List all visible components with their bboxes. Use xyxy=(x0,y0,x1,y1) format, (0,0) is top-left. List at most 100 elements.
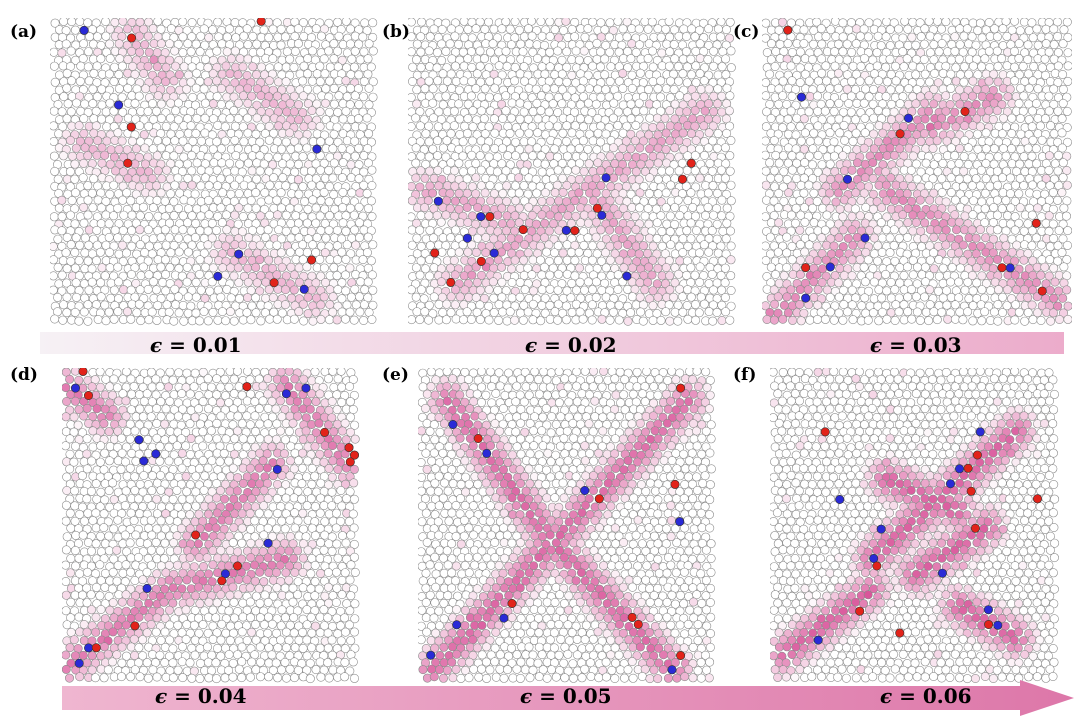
particle xyxy=(156,397,166,407)
particle xyxy=(165,39,175,49)
particle xyxy=(989,144,999,154)
particle xyxy=(833,188,843,198)
particle xyxy=(324,165,334,175)
particle xyxy=(726,301,736,311)
particle xyxy=(415,270,425,280)
particle xyxy=(368,300,378,310)
particle xyxy=(505,307,515,317)
particle xyxy=(868,264,878,274)
particle xyxy=(463,218,473,228)
particle xyxy=(665,136,675,146)
particle xyxy=(113,233,123,243)
particle xyxy=(123,54,133,64)
particle xyxy=(813,285,823,295)
particle xyxy=(337,278,347,288)
particle xyxy=(1062,106,1072,116)
particle xyxy=(118,374,128,384)
particle xyxy=(791,130,801,140)
particle xyxy=(925,77,935,87)
particle xyxy=(941,18,951,27)
particle xyxy=(329,83,339,93)
particle xyxy=(762,241,770,251)
particle xyxy=(720,143,730,153)
particle xyxy=(367,314,377,324)
particle xyxy=(225,114,235,124)
particle xyxy=(1003,285,1013,295)
particle xyxy=(588,61,598,71)
particle xyxy=(834,173,844,183)
particle xyxy=(1019,91,1029,101)
particle xyxy=(545,270,555,280)
particle xyxy=(231,151,241,161)
particle xyxy=(53,262,63,272)
particle xyxy=(1058,84,1068,94)
particle xyxy=(605,18,615,28)
particle xyxy=(165,55,175,65)
particle xyxy=(149,277,159,287)
particle xyxy=(255,286,265,296)
particle xyxy=(337,397,347,407)
particle xyxy=(511,151,521,161)
particle xyxy=(356,277,366,287)
particle xyxy=(174,98,184,108)
particle xyxy=(265,180,275,190)
particle xyxy=(605,315,615,325)
particle xyxy=(203,433,213,443)
particle xyxy=(301,426,311,436)
particle xyxy=(1010,315,1020,325)
particle xyxy=(816,83,826,93)
particle xyxy=(519,137,529,147)
particle xyxy=(481,204,491,214)
particle xyxy=(540,159,550,169)
particle xyxy=(329,427,339,437)
particle xyxy=(183,218,193,228)
particle xyxy=(523,114,533,124)
particle xyxy=(192,68,202,78)
particle xyxy=(942,76,952,86)
particle xyxy=(118,418,128,428)
particle xyxy=(345,100,355,110)
particle xyxy=(891,180,901,190)
particle xyxy=(408,32,416,42)
particle xyxy=(882,196,892,206)
particle xyxy=(294,159,304,169)
particle xyxy=(148,99,158,109)
particle xyxy=(805,315,815,325)
particle xyxy=(233,70,243,80)
particle xyxy=(341,255,351,265)
particle xyxy=(527,31,537,41)
particle xyxy=(441,210,451,220)
particle xyxy=(954,248,964,258)
particle xyxy=(682,78,692,88)
particle xyxy=(112,383,122,393)
defect-particle-blue xyxy=(796,92,806,102)
particle xyxy=(473,203,483,213)
particle xyxy=(471,173,481,183)
particle xyxy=(890,284,900,294)
particle xyxy=(57,107,67,117)
particle xyxy=(471,24,481,34)
particle xyxy=(980,54,990,64)
particle xyxy=(116,433,126,443)
particle xyxy=(717,315,727,325)
particle xyxy=(615,195,625,205)
particle xyxy=(562,240,572,250)
particle xyxy=(821,61,831,71)
particle xyxy=(699,271,709,281)
particle xyxy=(938,232,948,242)
particle xyxy=(507,264,517,274)
particle xyxy=(50,77,60,87)
particle xyxy=(1007,159,1017,169)
particle xyxy=(618,24,628,34)
particle xyxy=(558,128,568,138)
particle xyxy=(605,166,615,176)
particle xyxy=(151,390,161,400)
particle xyxy=(1053,301,1063,311)
particle xyxy=(609,307,619,317)
particle xyxy=(50,255,58,265)
particle xyxy=(821,32,831,41)
particle xyxy=(140,143,150,153)
particle xyxy=(1019,284,1029,294)
particle xyxy=(1028,135,1038,145)
particle xyxy=(775,114,785,124)
